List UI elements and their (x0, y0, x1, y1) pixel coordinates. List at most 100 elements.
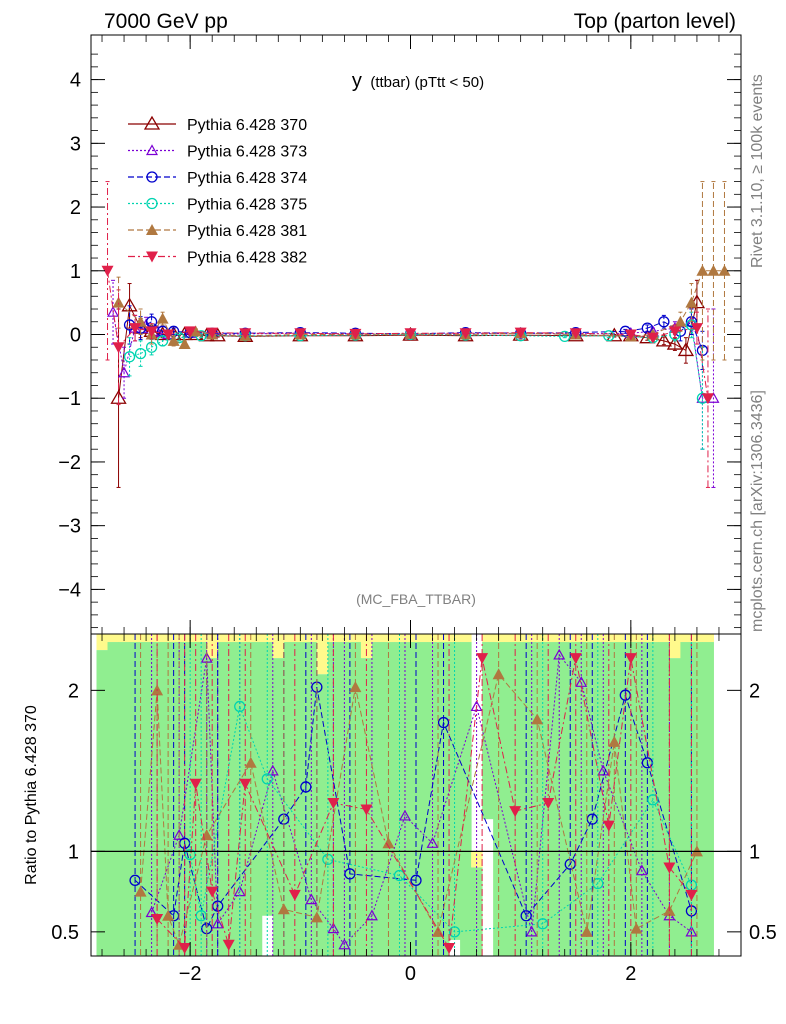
ratio-point (239, 778, 252, 790)
uncertainty-band-outer (371, 634, 384, 643)
data-point (189, 325, 202, 337)
ratio-point (162, 909, 175, 921)
legend-entry: Pythia 6.428 373 (128, 144, 307, 161)
ratio-point (151, 913, 164, 925)
ratio-point (173, 829, 186, 840)
uncertainty-band-inner (658, 642, 670, 956)
uncertainty-band-outer (360, 634, 373, 659)
ratio-y-tick-label: 0.5 (51, 922, 79, 944)
uncertainty-band-inner (559, 642, 571, 956)
ratio-y-tick-label: 1 (68, 841, 79, 863)
y-tick-label: −3 (58, 516, 81, 538)
data-point (646, 332, 659, 344)
uncertainty-band-inner (272, 658, 285, 956)
ratio-axes: 0.5 0.5 1 1 2 2 −2 0 2 (51, 634, 777, 985)
legend-entry: Pythia 6.428 370 (128, 115, 307, 134)
ratio-point (134, 885, 147, 897)
y-tick-label: −4 (58, 579, 81, 601)
uncertainty-band-outer (217, 634, 230, 643)
data-point (655, 332, 673, 347)
data-point (123, 351, 136, 363)
ratio-series-line (151, 653, 692, 946)
ratio-point (244, 756, 257, 768)
data-point (701, 393, 714, 405)
ratio-point (145, 906, 158, 918)
legend-label: Pythia 6.428 382 (187, 250, 307, 267)
ratio-point (608, 735, 621, 747)
uncertainty-band-outer (316, 634, 329, 675)
legend: Pythia 6.428 370 Pythia 6.428 373 Pythia 6… (128, 115, 307, 267)
uncertainty-band-inner (294, 642, 307, 956)
data-point (677, 342, 695, 357)
ratio-point (537, 918, 549, 930)
data-point (184, 326, 197, 338)
ratio-point (630, 922, 643, 934)
main-marks (101, 181, 731, 488)
data-point (145, 326, 158, 338)
uncertainty-band-outer (107, 634, 120, 643)
uncertainty-band-outer (96, 634, 109, 651)
ratio-point (360, 804, 373, 816)
ratio-point (178, 942, 191, 954)
uncertainty-band-outer (658, 634, 670, 643)
ratio-point (586, 813, 598, 825)
uncertainty-band-inner (217, 642, 230, 956)
uncertainty-band-outer (669, 634, 681, 659)
uncertainty-band-inner (316, 674, 329, 956)
data-point (668, 326, 681, 338)
series-4 (112, 181, 731, 361)
ratio-point (266, 764, 279, 776)
uncertainty-band-outer (482, 634, 494, 643)
legend-label: Pythia 6.428 381 (187, 223, 307, 240)
ratio-panel: 0.5 0.5 1 1 2 2 −2 0 2 Ratio to Pythia 6.428 370 (23, 633, 777, 985)
watermark: (MC_FBA_TTBAR) (356, 591, 476, 607)
legend-marker (146, 251, 158, 263)
uncertainty-band-inner (96, 650, 109, 956)
data-point (112, 342, 125, 354)
uncertainty-band-inner (283, 642, 296, 956)
legend-label: Pythia 6.428 374 (187, 170, 307, 187)
ratio-point (288, 889, 301, 901)
data-point (674, 315, 687, 327)
ratio-point (437, 716, 450, 729)
header-left: 7000 GeV pp (104, 10, 228, 33)
data-point (606, 327, 623, 342)
ratio-marks (129, 634, 703, 956)
legend-entry: Pythia 6.428 375 (128, 197, 307, 214)
data-point (707, 264, 720, 276)
uncertainty-band-inner (482, 642, 494, 820)
main-axes: −4 −3 −2 −1 0 1 2 3 4 (58, 35, 741, 634)
ratio-series-line (140, 673, 698, 947)
data-point (404, 328, 417, 340)
ratio-point (305, 893, 318, 905)
y-tick-label: 4 (70, 70, 81, 92)
legend-entry: Pythia 6.428 381 (128, 223, 307, 240)
uncertainty-band-inner (107, 642, 120, 956)
ratio-point (448, 926, 461, 938)
y-tick-label: −1 (58, 388, 81, 410)
legend-label: Pythia 6.428 370 (187, 117, 307, 134)
uncertainty-band-outer (272, 634, 285, 659)
legend-label: Pythia 6.428 375 (187, 197, 307, 214)
ratio-point (206, 886, 219, 898)
ratio-point (492, 668, 505, 680)
y-tick-label: 2 (70, 197, 81, 219)
data-point (107, 305, 120, 317)
ratio-point (129, 874, 141, 886)
uncertainty-band-outer (206, 634, 219, 659)
data-point (690, 323, 703, 335)
data-point (349, 328, 362, 340)
ratio-point (382, 837, 395, 849)
ratio-point (344, 868, 356, 880)
uncertainty-band-inner (416, 642, 428, 956)
ratio-point (509, 806, 522, 818)
data-point (294, 328, 307, 340)
ratio-point (212, 900, 224, 912)
legend-label: Pythia 6.428 373 (187, 144, 307, 161)
ratio-point (327, 798, 340, 810)
source-label: mcplots.cern.ch [arXiv:1306.3436] (749, 390, 766, 632)
data-point (156, 335, 169, 347)
data-point (112, 296, 125, 308)
ratio-series-line (156, 657, 692, 950)
